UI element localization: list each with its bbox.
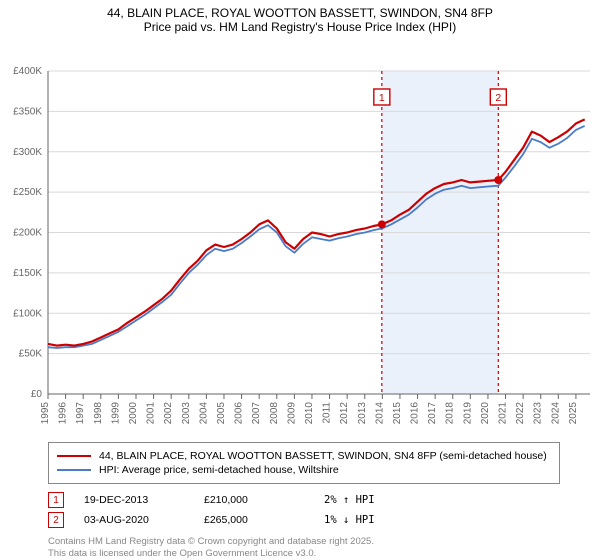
transaction-delta: 2% ↑ HPI: [324, 494, 424, 506]
legend-row: HPI: Average price, semi-detached house,…: [57, 463, 551, 477]
svg-text:£50K: £50K: [19, 349, 43, 360]
svg-text:2003: 2003: [181, 402, 192, 425]
transaction-delta: 1% ↓ HPI: [324, 514, 424, 526]
svg-text:2018: 2018: [445, 402, 456, 425]
svg-text:2009: 2009: [286, 402, 297, 425]
svg-text:£400K: £400K: [13, 66, 42, 77]
chart-svg: £0 £50K £100K £150K £200K £250K £300K £350K £400…: [0, 36, 600, 436]
title-block: 44, BLAIN PLACE, ROYAL WOOTTON BASSETT, …: [0, 0, 600, 36]
chart-container: 44, BLAIN PLACE, ROYAL WOOTTON BASSETT, …: [0, 0, 600, 560]
svg-text:£0: £0: [31, 389, 43, 400]
svg-text:2021: 2021: [498, 402, 509, 425]
svg-text:1996: 1996: [58, 402, 69, 425]
legend-box: 44, BLAIN PLACE, ROYAL WOOTTON BASSETT, …: [48, 442, 560, 484]
svg-text:2: 2: [495, 92, 501, 104]
transaction-row: 2 03-AUG-2020 £265,000 1% ↓ HPI: [48, 510, 560, 530]
legend-swatch-2: [57, 469, 91, 471]
svg-text:£350K: £350K: [13, 106, 42, 117]
title-line-2: Price paid vs. HM Land Registry's House …: [10, 20, 590, 34]
svg-text:£100K: £100K: [13, 308, 42, 319]
transactions-table: 1 19-DEC-2013 £210,000 2% ↑ HPI 2 03-AUG…: [48, 490, 560, 530]
svg-text:1: 1: [379, 92, 385, 104]
svg-text:1997: 1997: [75, 402, 86, 425]
svg-text:2004: 2004: [198, 402, 209, 425]
svg-text:2000: 2000: [128, 402, 139, 425]
svg-text:2016: 2016: [410, 402, 421, 425]
svg-text:£150K: £150K: [13, 268, 42, 279]
svg-text:1999: 1999: [110, 402, 121, 425]
svg-text:£250K: £250K: [13, 187, 42, 198]
svg-text:1995: 1995: [40, 402, 51, 425]
svg-text:2013: 2013: [357, 402, 368, 425]
svg-text:2008: 2008: [269, 402, 280, 425]
svg-text:2017: 2017: [427, 402, 438, 425]
svg-text:2007: 2007: [251, 402, 262, 425]
transaction-marker-1: 1: [48, 492, 64, 508]
legend-label-2: HPI: Average price, semi-detached house,…: [99, 464, 339, 476]
svg-text:2002: 2002: [163, 402, 174, 425]
transaction-date: 19-DEC-2013: [84, 494, 184, 506]
transaction-price: £210,000: [204, 494, 304, 506]
svg-text:£300K: £300K: [13, 147, 42, 158]
svg-text:2001: 2001: [146, 402, 157, 425]
svg-text:2019: 2019: [462, 402, 473, 425]
legend-row: 44, BLAIN PLACE, ROYAL WOOTTON BASSETT, …: [57, 449, 551, 463]
footer-line-1: Contains HM Land Registry data © Crown c…: [48, 536, 560, 548]
svg-text:2024: 2024: [550, 402, 561, 425]
svg-text:2014: 2014: [374, 402, 385, 425]
legend-swatch-1: [57, 455, 91, 457]
title-line-1: 44, BLAIN PLACE, ROYAL WOOTTON BASSETT, …: [10, 6, 590, 20]
transaction-date: 03-AUG-2020: [84, 514, 184, 526]
svg-text:2005: 2005: [216, 402, 227, 425]
svg-text:1998: 1998: [93, 402, 104, 425]
svg-text:2012: 2012: [339, 402, 350, 425]
svg-text:2025: 2025: [568, 402, 579, 425]
footer-line-2: This data is licensed under the Open Gov…: [48, 548, 560, 560]
svg-text:2020: 2020: [480, 402, 491, 425]
svg-text:2022: 2022: [515, 402, 526, 425]
transaction-price: £265,000: [204, 514, 304, 526]
transaction-row: 1 19-DEC-2013 £210,000 2% ↑ HPI: [48, 490, 560, 510]
chart-plot: £0 £50K £100K £150K £200K £250K £300K £350K £400…: [0, 36, 600, 436]
svg-text:2011: 2011: [322, 402, 333, 424]
svg-text:2006: 2006: [234, 402, 245, 425]
svg-text:2023: 2023: [533, 402, 544, 425]
svg-text:2015: 2015: [392, 402, 403, 425]
svg-text:2010: 2010: [304, 402, 315, 425]
footer-attribution: Contains HM Land Registry data © Crown c…: [48, 536, 560, 560]
legend-label-1: 44, BLAIN PLACE, ROYAL WOOTTON BASSETT, …: [99, 450, 547, 462]
svg-text:£200K: £200K: [13, 228, 42, 239]
transaction-marker-2: 2: [48, 512, 64, 528]
